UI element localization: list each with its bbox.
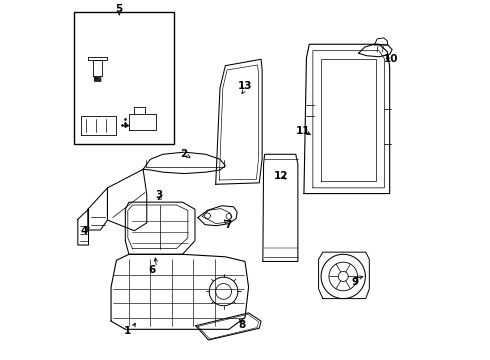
Text: 5: 5 <box>116 4 123 14</box>
Text: 13: 13 <box>238 81 252 91</box>
Text: 12: 12 <box>273 171 288 181</box>
Text: 10: 10 <box>384 54 399 64</box>
Text: 8: 8 <box>239 320 246 330</box>
Text: 4: 4 <box>80 226 88 236</box>
Bar <box>74 12 173 144</box>
Text: 3: 3 <box>155 190 162 200</box>
Text: 2: 2 <box>180 149 187 159</box>
Text: 6: 6 <box>148 265 156 275</box>
Text: 7: 7 <box>224 220 232 230</box>
Text: 9: 9 <box>351 277 359 287</box>
Text: 1: 1 <box>123 326 131 336</box>
Text: 11: 11 <box>295 126 310 136</box>
